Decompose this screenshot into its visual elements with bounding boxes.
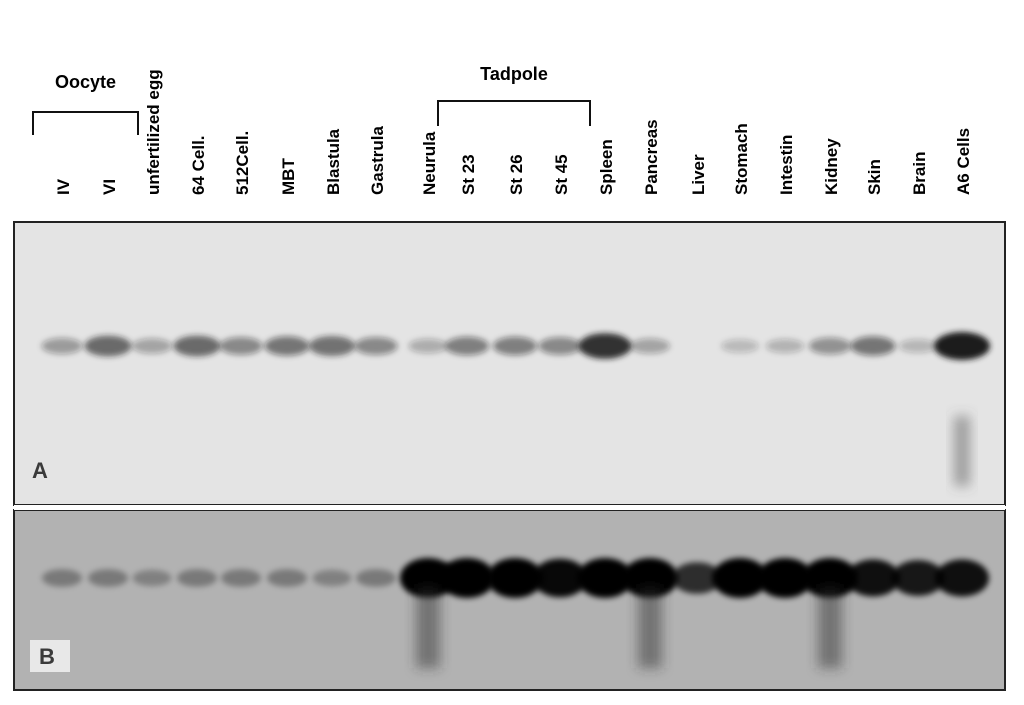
lane-label: IV xyxy=(54,178,73,195)
smear xyxy=(638,588,662,668)
lane-label: MBT xyxy=(279,158,298,195)
band xyxy=(578,333,632,359)
band xyxy=(765,339,805,353)
band xyxy=(88,569,128,587)
band xyxy=(622,558,678,598)
band xyxy=(84,335,132,357)
group-label: Oocyte xyxy=(55,72,116,92)
band xyxy=(891,560,945,596)
band xyxy=(672,562,722,594)
band xyxy=(538,337,582,355)
smear xyxy=(818,588,842,668)
band xyxy=(934,332,990,360)
lane-label: Blastula xyxy=(324,128,343,195)
band xyxy=(132,569,172,587)
lane-label: Skin xyxy=(865,159,884,195)
lane-label: Spleen xyxy=(597,139,616,195)
group-brackets: Oocyte Tadpole xyxy=(32,64,591,135)
lane-label: Kidney xyxy=(822,138,841,195)
lane-label: St 45 xyxy=(552,154,571,195)
band xyxy=(846,559,900,597)
lane-label: Intestin xyxy=(777,135,796,195)
blot-membrane xyxy=(13,221,1006,506)
lane-label: A6 Cells xyxy=(954,128,973,195)
band xyxy=(721,339,759,353)
band xyxy=(532,558,588,598)
lane-label: Gastrula xyxy=(368,125,387,195)
panel-b: B xyxy=(13,509,1006,691)
lane-label: Neurula xyxy=(420,131,439,195)
lane-label: St 23 xyxy=(459,154,478,195)
band xyxy=(802,558,858,598)
band xyxy=(408,338,448,354)
band xyxy=(309,336,355,356)
group-label: Tadpole xyxy=(480,64,548,84)
lane-label: unfertilized egg xyxy=(144,69,163,195)
band xyxy=(267,569,307,587)
band xyxy=(757,558,813,598)
smear xyxy=(416,588,440,668)
band xyxy=(221,569,261,587)
band xyxy=(219,337,263,355)
band xyxy=(577,558,633,598)
panel-label: A xyxy=(32,458,48,483)
panel-label: B xyxy=(39,644,55,669)
band xyxy=(809,337,851,355)
band xyxy=(264,336,310,356)
band xyxy=(899,339,937,353)
band xyxy=(354,337,398,355)
lane-label: Pancreas xyxy=(642,119,661,195)
band xyxy=(41,338,83,354)
lane-label: St 26 xyxy=(507,154,526,195)
lane-label: Liver xyxy=(689,154,708,195)
band xyxy=(177,569,217,587)
band xyxy=(712,558,768,598)
band xyxy=(132,338,172,354)
band xyxy=(439,558,495,598)
band xyxy=(850,336,896,356)
panel-divider xyxy=(14,505,1005,510)
band xyxy=(173,335,221,357)
lane-label: Stomach xyxy=(732,123,751,195)
group-bracket xyxy=(437,100,591,126)
band xyxy=(400,558,456,598)
lane-labels: IV VI unfertilized egg 64 Cell. 512Cell. MBT B… xyxy=(54,69,973,195)
band xyxy=(935,559,989,597)
lane-label: Brain xyxy=(910,152,929,195)
lane-label: VI xyxy=(100,179,119,195)
band xyxy=(356,569,396,587)
band xyxy=(445,336,489,356)
band xyxy=(487,558,543,598)
lane-label: 512Cell. xyxy=(233,131,252,195)
panel-a: A xyxy=(13,221,1006,506)
smear xyxy=(954,416,970,486)
blot-membrane xyxy=(13,509,1006,691)
lane-label: 64 Cell. xyxy=(189,135,208,195)
group-bracket xyxy=(32,111,139,135)
panel-label-box xyxy=(30,640,70,672)
band xyxy=(630,338,670,354)
band xyxy=(493,336,537,356)
band xyxy=(42,569,82,587)
band xyxy=(312,569,352,587)
